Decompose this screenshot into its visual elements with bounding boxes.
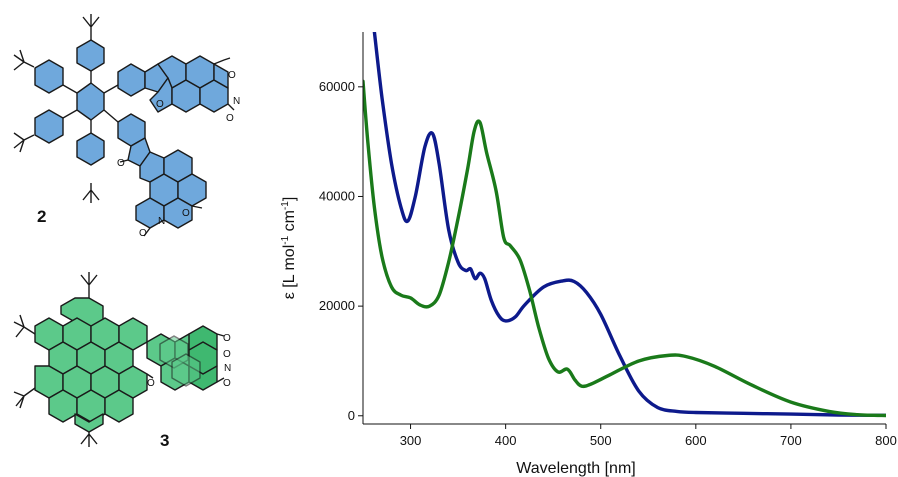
y-tick-label: 0: [348, 408, 355, 423]
atom-oxygen: O: [226, 113, 234, 124]
y-axis-title: ε [L mol-1 cm-1]: [280, 197, 298, 300]
atom-oxygen: O: [228, 70, 236, 81]
y-axis-title-superscript: -1: [280, 235, 291, 244]
atom-nitrogen: N: [233, 96, 240, 107]
compound-3-structure: [13, 272, 225, 447]
x-axis-title: Wavelength [nm]: [516, 460, 635, 477]
y-tick-label: 60000: [319, 79, 355, 94]
y-axis-title-part: ]: [281, 197, 298, 201]
atom-oxygen: O: [182, 208, 190, 219]
series-layer: [363, 32, 886, 418]
series-line-green: [363, 79, 886, 418]
atom-oxygen: O: [147, 378, 155, 389]
atom-oxygen: O: [223, 333, 231, 344]
compound-2-structure: [13, 14, 235, 237]
x-tick-label: 400: [495, 433, 517, 448]
atom-oxygen: O: [223, 378, 231, 389]
atom-oxygen: O: [223, 349, 231, 360]
compound-2-atoms: O N O O O O N O: [117, 70, 240, 239]
atom-nitrogen: N: [224, 363, 231, 374]
x-tick-label: 700: [780, 433, 802, 448]
compound-3-atoms: O O N O O: [147, 333, 231, 389]
x-tick-label: 600: [685, 433, 707, 448]
atom-oxygen: O: [156, 99, 164, 110]
x-tick-label: 300: [400, 433, 422, 448]
y-axis-title-part: ε [L mol: [281, 245, 298, 300]
x-tick-label: 800: [875, 433, 897, 448]
y-axis-title-part: cm: [281, 210, 298, 236]
x-axis-ticks: 300 400 500 600 700 800: [400, 424, 897, 448]
y-tick-label: 40000: [319, 188, 355, 203]
y-axis-title-superscript: -1: [280, 201, 291, 210]
atom-nitrogen: N: [158, 216, 165, 227]
absorption-chart: 300 400 500 600 700 800 0 20000 40000 60000 Wave…: [280, 32, 897, 477]
x-tick-label: 500: [590, 433, 612, 448]
compound-3-label: 3: [160, 431, 169, 450]
series-line-blue: [372, 32, 886, 417]
compound-2-label: 2: [37, 207, 46, 226]
atom-oxygen: O: [117, 158, 125, 169]
y-axis-ticks: 0 20000 40000 60000: [319, 79, 363, 423]
y-tick-label: 20000: [319, 298, 355, 313]
atom-oxygen: O: [139, 228, 147, 239]
